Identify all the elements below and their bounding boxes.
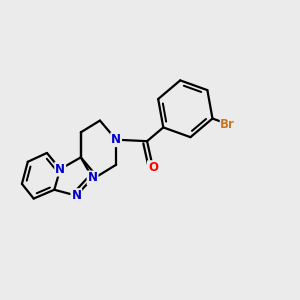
Text: N: N	[111, 133, 121, 146]
Text: N: N	[71, 189, 81, 202]
Text: O: O	[148, 161, 158, 174]
Text: N: N	[55, 163, 65, 176]
Text: N: N	[88, 172, 98, 184]
Text: Br: Br	[220, 118, 235, 130]
